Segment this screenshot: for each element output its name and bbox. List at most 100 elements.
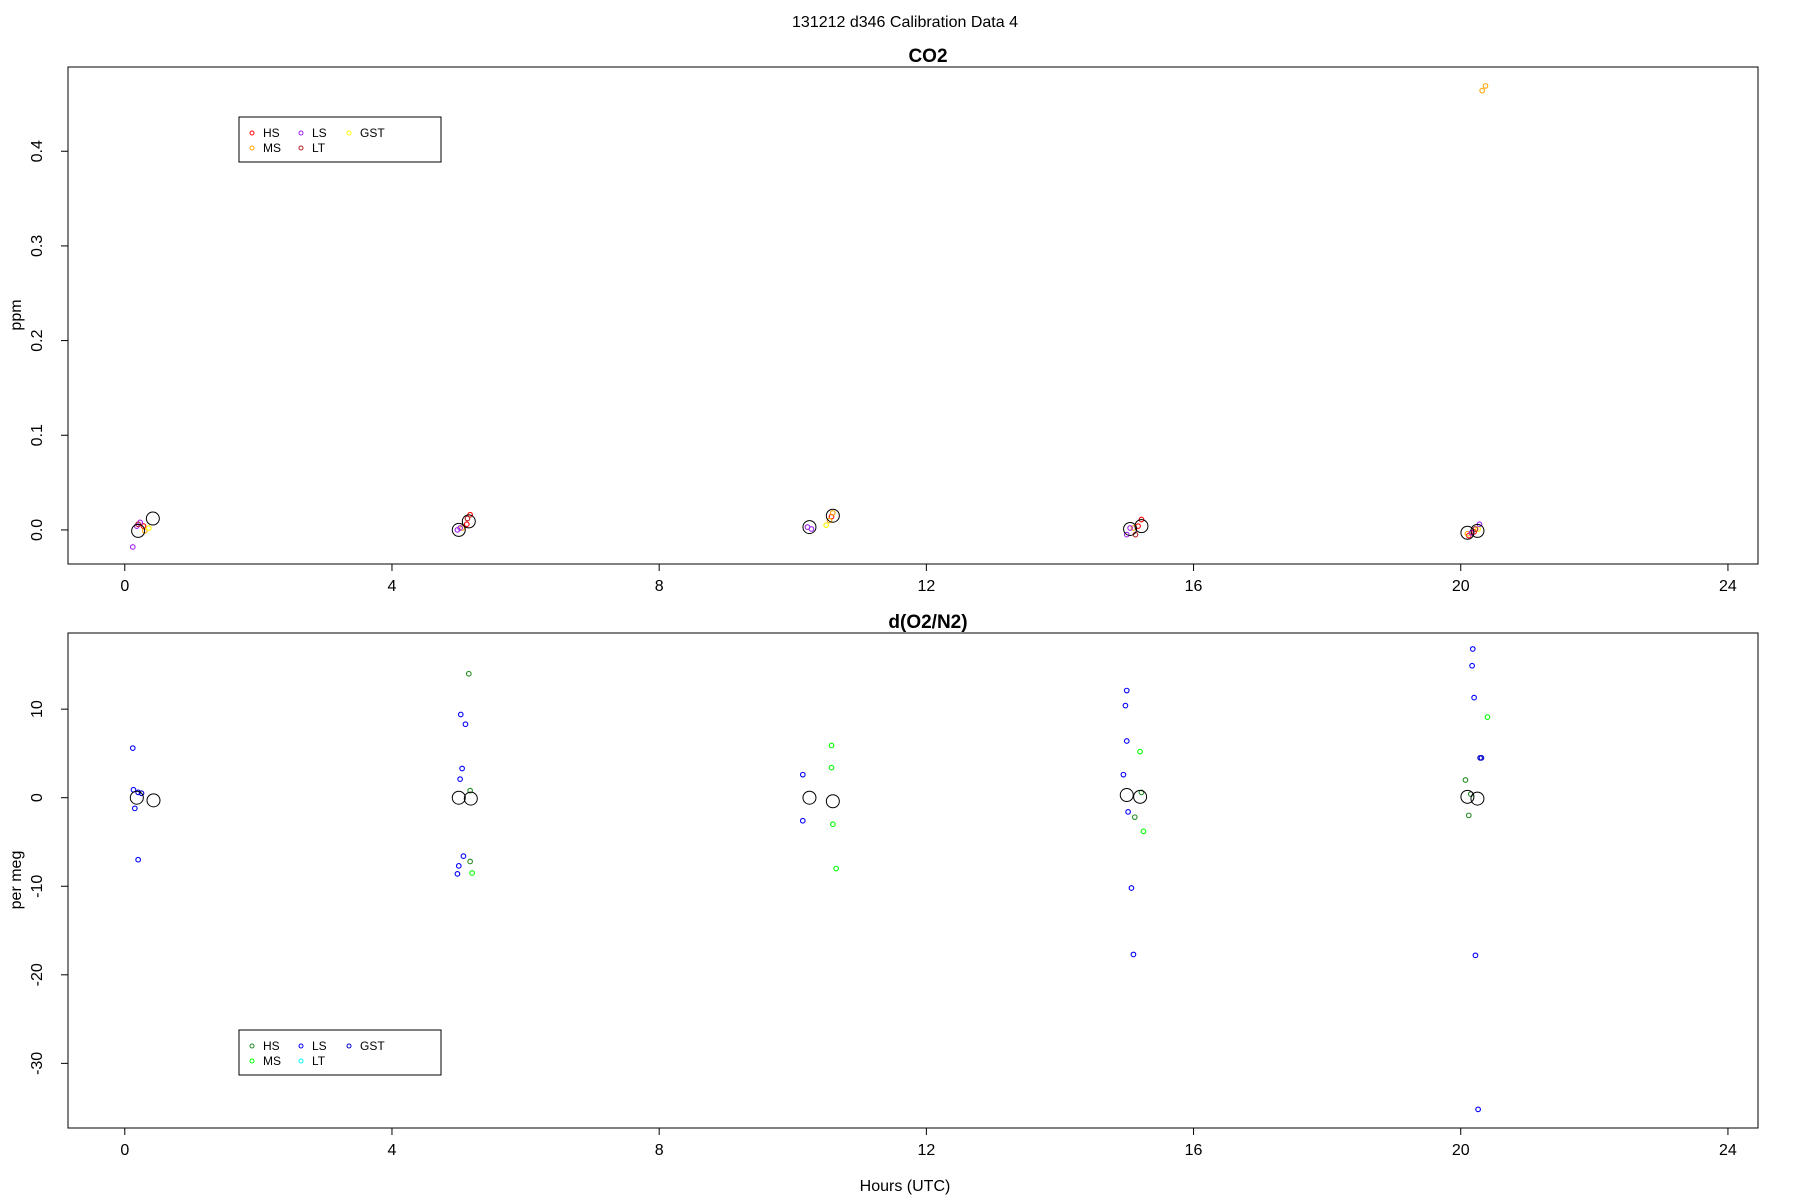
o2n2-y-tick-label: -30 xyxy=(29,1052,46,1075)
co2-point-mean xyxy=(1470,523,1485,538)
o2n2-legend-symbol-ls xyxy=(298,1043,304,1049)
o2n2-legend-label-ls: LS xyxy=(312,1039,327,1053)
co2-panel-title: CO2 xyxy=(908,46,947,67)
o2n2-point-hs xyxy=(1131,814,1138,821)
o2n2-point-hs xyxy=(1465,812,1472,819)
co2-legend-symbol-lt xyxy=(298,145,304,151)
o2n2-point-ls xyxy=(1122,702,1129,709)
co2-point-ms xyxy=(1482,83,1489,89)
o2n2-point-mean xyxy=(1119,788,1134,803)
o2n2-legend-label-hs: HS xyxy=(263,1039,280,1053)
o2n2-point-ls xyxy=(460,853,467,859)
o2n2-axes: 0 4 8 12 16 20 24 -30 -20 -10 0 10 xyxy=(29,700,1737,1159)
co2-legend: HS MS LS LT GST xyxy=(238,116,442,163)
o2n2-plot-frame xyxy=(67,632,1759,1129)
co2-x-tick-label: 20 xyxy=(1452,578,1470,595)
o2n2-point-ls xyxy=(1125,809,1131,815)
o2n2-legend-symbol-lt xyxy=(298,1058,304,1064)
o2n2-point-mean xyxy=(146,793,161,808)
co2-data-points xyxy=(129,83,1489,550)
co2-point-ms xyxy=(141,528,148,534)
co2-x-tick-label: 12 xyxy=(917,578,935,595)
o2n2-x-tick-label: 24 xyxy=(1719,1142,1737,1159)
co2-legend-label-lt: LT xyxy=(312,141,326,155)
co2-point-ms xyxy=(459,525,465,531)
co2-point-mean xyxy=(1134,519,1149,534)
o2n2-y-tick-label: 10 xyxy=(29,700,46,718)
o2n2-point-ls xyxy=(1128,885,1135,891)
co2-panel: CO2 ppm 0 4 8 12 16 20 24 0.0 0.1 0.2 0.3 0.4 HS MS… xyxy=(8,46,1759,595)
co2-point-lt xyxy=(464,515,471,522)
o2n2-x-tick-label: 20 xyxy=(1452,1142,1470,1159)
co2-legend-label-gst: GST xyxy=(360,126,385,140)
o2n2-point-ls xyxy=(455,863,462,869)
co2-point-ls xyxy=(1123,531,1130,538)
o2n2-point-ms xyxy=(1484,714,1491,720)
co2-legend-symbol-ms xyxy=(249,145,255,151)
o2n2-point-mean xyxy=(1133,789,1148,804)
co2-point-mean xyxy=(131,523,146,538)
o2n2-point-hs xyxy=(467,787,473,794)
co2-point-ms xyxy=(826,517,833,524)
o2n2-point-ls xyxy=(1469,662,1475,669)
o2n2-x-tick-label: 8 xyxy=(655,1142,664,1159)
co2-point-mean xyxy=(145,511,160,526)
o2n2-legend-label-lt: LT xyxy=(312,1054,326,1068)
o2n2-y-tick-label: -10 xyxy=(29,875,46,898)
co2-legend-symbol-ls xyxy=(298,130,304,136)
o2n2-point-ls xyxy=(1120,771,1127,778)
co2-x-tick-label: 8 xyxy=(655,578,664,595)
o2n2-legend-symbol-ms xyxy=(249,1058,255,1064)
o2n2-point-ls xyxy=(1130,951,1137,958)
co2-point-ms xyxy=(829,510,836,516)
co2-x-tick-label: 16 xyxy=(1185,578,1203,595)
co2-point-hs xyxy=(1138,516,1145,523)
o2n2-point-mean xyxy=(129,790,144,805)
co2-x-tick-label: 24 xyxy=(1719,578,1737,595)
co2-point-ls xyxy=(457,525,463,531)
o2n2-point-ls xyxy=(1471,694,1477,701)
o2n2-legend-label-ms: MS xyxy=(263,1054,281,1068)
o2n2-point-ls xyxy=(129,745,136,751)
o2n2-point-ls xyxy=(454,871,461,877)
co2-point-mean xyxy=(1123,521,1138,536)
co2-legend-label-hs: HS xyxy=(263,126,280,140)
co2-point-hs xyxy=(463,521,470,528)
co2-point-gst xyxy=(145,525,152,531)
co2-point-ms xyxy=(1479,87,1485,94)
co2-point-mean xyxy=(1460,525,1475,540)
o2n2-point-mean xyxy=(1470,791,1485,806)
co2-point-ls xyxy=(129,544,136,550)
o2n2-legend-label-gst: GST xyxy=(360,1039,385,1053)
o2n2-point-ls xyxy=(459,765,465,772)
co2-legend-symbol-hs xyxy=(249,130,255,136)
co2-point-mean xyxy=(461,514,476,529)
co2-y-tick-label: 0.0 xyxy=(29,519,46,541)
co2-legend-box xyxy=(238,116,442,163)
o2n2-point-ms xyxy=(833,865,840,872)
o2n2-legend-symbol-gst xyxy=(346,1043,352,1049)
o2n2-legend-box xyxy=(238,1029,442,1076)
co2-legend-symbol-gst xyxy=(346,130,352,136)
o2n2-point-ls xyxy=(1472,952,1479,959)
o2n2-legend: HS MS LS LT GST xyxy=(238,1029,442,1076)
o2n2-point-ms xyxy=(1140,828,1147,835)
o2n2-y-tick-label: -20 xyxy=(29,963,46,986)
o2n2-point-mean xyxy=(463,791,478,806)
co2-y-axis-label: ppm xyxy=(8,299,25,330)
o2n2-y-tick-label: 0 xyxy=(29,793,46,802)
o2n2-x-tick-label: 0 xyxy=(120,1142,129,1159)
o2n2-point-ls xyxy=(1475,1106,1481,1113)
o2n2-point-hs xyxy=(465,670,472,677)
o2n2-point-gst xyxy=(1478,755,1485,761)
o2n2-point-ls xyxy=(457,711,464,718)
o2n2-point-mean xyxy=(451,790,466,805)
co2-point-lt xyxy=(135,521,141,528)
o2n2-point-ms xyxy=(828,742,835,749)
o2n2-point-ls xyxy=(135,856,141,863)
o2n2-point-ms xyxy=(469,870,475,876)
co2-legend-label-ms: MS xyxy=(263,141,281,155)
co2-point-mean xyxy=(451,522,466,537)
co2-x-tick-label: 0 xyxy=(120,578,129,595)
